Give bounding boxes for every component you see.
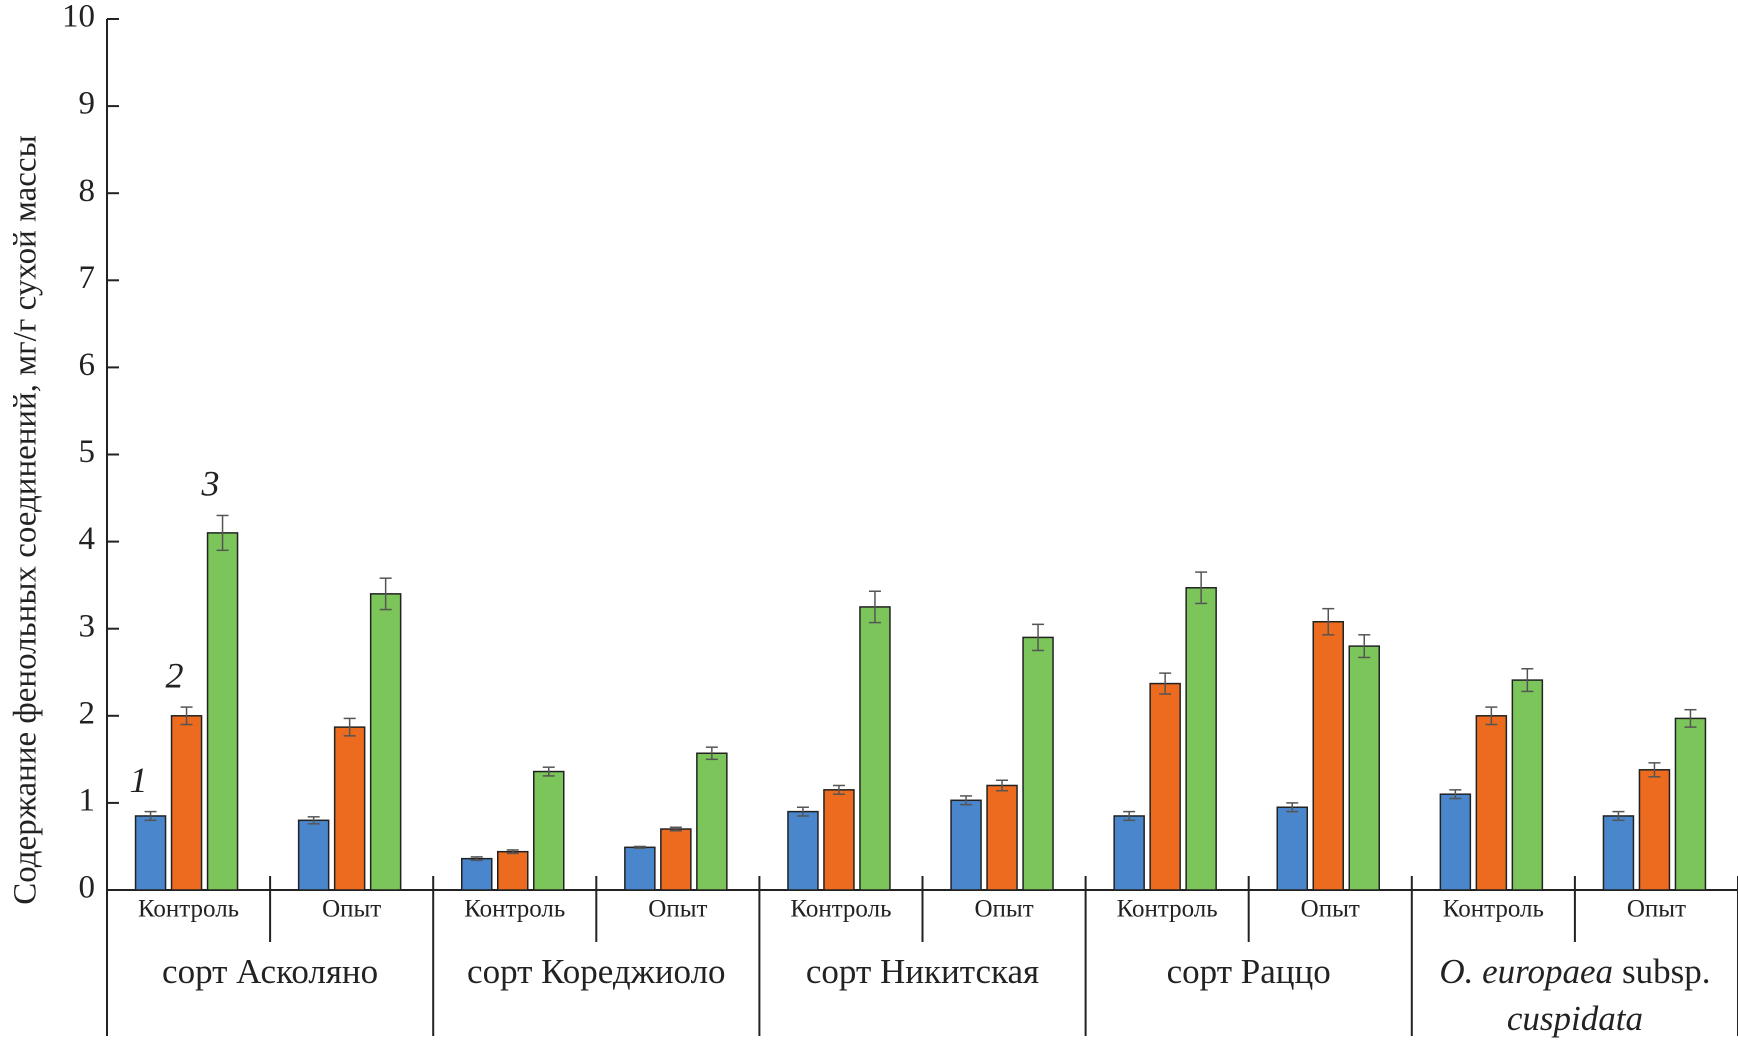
error-bar xyxy=(1521,668,1534,693)
bar xyxy=(1638,769,1671,891)
bar xyxy=(1602,815,1635,891)
bar xyxy=(1113,815,1145,891)
bar xyxy=(660,828,692,891)
y-tick-label: 0 xyxy=(79,870,96,906)
bar xyxy=(1439,793,1472,891)
x-tick-label: Опыт xyxy=(1301,896,1360,923)
bar xyxy=(206,532,239,891)
error-bar xyxy=(868,590,881,624)
error-bar xyxy=(1195,571,1208,605)
error-bar xyxy=(796,806,809,817)
y-tick-label: 7 xyxy=(79,260,96,296)
error-bar xyxy=(1123,810,1136,822)
bar xyxy=(297,819,330,891)
y-tick-label: 4 xyxy=(79,521,96,557)
bar xyxy=(134,815,167,891)
bar xyxy=(1674,717,1707,891)
y-tick-label: 8 xyxy=(79,173,96,209)
bar xyxy=(1276,806,1308,891)
series-label: 2 xyxy=(166,655,184,695)
bar xyxy=(170,715,203,891)
y-tick-label: 2 xyxy=(79,695,96,731)
x-tick-label: Опыт xyxy=(1627,896,1686,923)
error-bar xyxy=(379,577,392,611)
group-label: сорт Кореджиоло xyxy=(467,952,726,991)
error-bar xyxy=(832,784,845,795)
group-label-part: subsp. xyxy=(1622,952,1711,991)
bar xyxy=(1511,679,1544,891)
bar xyxy=(696,752,728,891)
y-tick-label: 9 xyxy=(79,86,96,122)
group-label-part: O. europaea xyxy=(1439,952,1613,991)
x-tick-label: Контроль xyxy=(1117,896,1218,923)
group-label: сорт Никитская xyxy=(806,952,1039,991)
series-label: 3 xyxy=(201,464,220,504)
error-bar xyxy=(1684,708,1697,728)
error-bar xyxy=(669,826,682,832)
bar xyxy=(1185,587,1217,891)
error-bar xyxy=(1322,607,1335,636)
x-tick-label: Контроль xyxy=(464,896,565,923)
bar xyxy=(823,789,855,891)
bar xyxy=(1312,620,1344,891)
error-bar xyxy=(343,717,356,737)
error-bar xyxy=(960,795,973,806)
error-bar xyxy=(1449,789,1462,800)
bar xyxy=(1475,715,1508,891)
error-bar xyxy=(1032,623,1045,652)
error-bar xyxy=(633,845,646,849)
error-bar xyxy=(1485,706,1498,726)
group-label-part: сорт Асколяно xyxy=(162,952,378,991)
bar xyxy=(333,726,366,891)
group-label-part: сорт Никитская xyxy=(806,952,1039,991)
x-tick-label: Опыт xyxy=(322,896,381,923)
bar xyxy=(1022,636,1054,891)
error-bar xyxy=(1648,762,1661,778)
error-bar xyxy=(1358,634,1371,659)
x-tick-label: Опыт xyxy=(648,896,707,923)
error-bar xyxy=(1612,810,1625,822)
bar xyxy=(950,799,982,891)
x-tick-label: Контроль xyxy=(790,896,891,923)
y-tick-label: 1 xyxy=(79,782,96,818)
error-bar xyxy=(1159,672,1172,695)
error-bar xyxy=(307,816,320,825)
bar xyxy=(369,593,402,891)
error-bar xyxy=(1286,802,1299,813)
x-tick-label: Контроль xyxy=(1443,896,1544,923)
x-tick-label: Контроль xyxy=(138,896,239,923)
x-tick-label: Опыт xyxy=(974,896,1033,923)
group-label: сорт Раццо xyxy=(1167,952,1331,991)
bar xyxy=(497,850,529,891)
bar xyxy=(986,784,1018,891)
series-label: 1 xyxy=(130,760,148,800)
bar xyxy=(461,857,493,891)
bar xyxy=(1149,682,1181,891)
error-bar xyxy=(542,766,555,777)
y-tick-label: 10 xyxy=(62,0,95,35)
group-label: cuspidata xyxy=(1507,999,1643,1038)
bar xyxy=(624,846,656,891)
error-bar xyxy=(180,706,193,726)
error-bar xyxy=(705,746,718,761)
bar xyxy=(787,810,819,891)
error-bar xyxy=(216,514,229,552)
bar xyxy=(533,770,565,891)
bar xyxy=(1348,645,1380,891)
y-tick-label: 3 xyxy=(79,608,96,644)
group-label: O. europaea subsp. xyxy=(1439,952,1710,991)
bar xyxy=(859,606,891,891)
group-label-part: сорт Раццо xyxy=(1167,952,1331,991)
group-label: сорт Асколяно xyxy=(162,952,378,991)
error-bar xyxy=(144,810,157,822)
error-bar xyxy=(506,849,519,855)
error-bar xyxy=(470,856,483,862)
error-bar xyxy=(996,779,1009,792)
y-axis-title: Содержание фенольных соединений, мг/г су… xyxy=(8,135,44,905)
group-label-part: сорт Кореджиоло xyxy=(467,952,726,991)
y-tick-label: 6 xyxy=(79,347,96,383)
y-tick-label: 5 xyxy=(79,434,96,470)
